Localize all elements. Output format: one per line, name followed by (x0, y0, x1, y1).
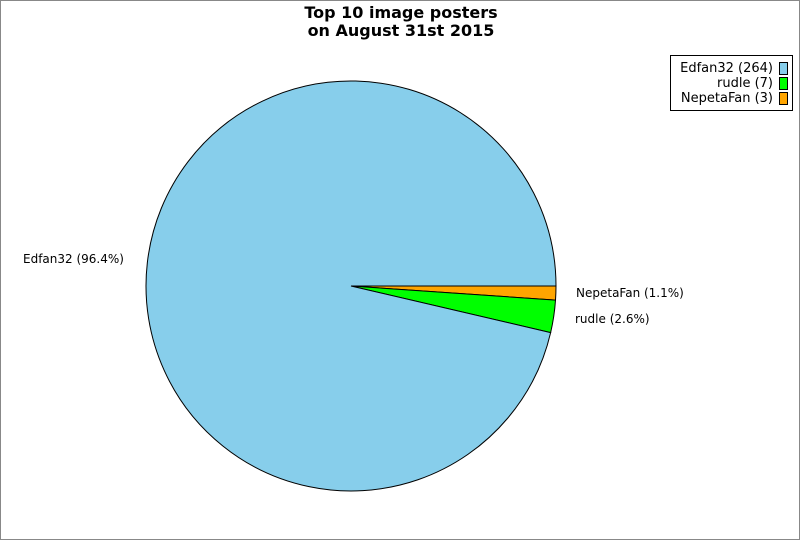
legend-label: Edfan32 (264) (680, 60, 773, 76)
chart-title-line-1: Top 10 image posters (304, 3, 498, 22)
pie-slice-edfan32 (145, 80, 557, 492)
legend-item-nepetafan: NepetaFan (3) (681, 90, 788, 106)
legend-item-rudle: rudle (7) (717, 75, 788, 91)
legend-label: NepetaFan (3) (680, 90, 773, 106)
legend-item-edfan32: Edfan32 (264) (680, 60, 788, 76)
legend-swatch (779, 91, 788, 105)
chart-title-line-2: on August 31st 2015 (307, 21, 495, 40)
slice-label-rudle: rudle (2.6%) (575, 312, 650, 326)
legend-label: rudle (7) (717, 75, 773, 91)
chart-title: Top 10 image posters on August 31st 2015 (1, 3, 799, 40)
legend-swatch (779, 76, 788, 90)
legend: Edfan32 (264) rudle (7) NepetaFan (3) (670, 55, 793, 111)
slice-label-nepetafan: NepetaFan (1.1%) (576, 286, 684, 300)
legend-swatch (779, 61, 788, 75)
slice-label-edfan32: Edfan32 (96.4%) (23, 252, 124, 266)
